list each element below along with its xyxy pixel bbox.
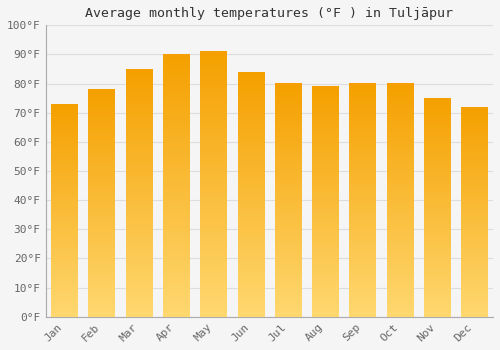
Bar — [238, 72, 264, 317]
Bar — [163, 55, 189, 317]
Bar — [462, 107, 487, 317]
Bar — [387, 84, 413, 317]
Bar — [350, 84, 376, 317]
Bar — [200, 51, 226, 317]
Title: Average monthly temperatures (°F ) in Tuljāpur: Average monthly temperatures (°F ) in Tu… — [86, 7, 454, 20]
Bar — [312, 86, 338, 317]
Bar — [51, 104, 78, 317]
Bar — [275, 84, 301, 317]
Bar — [424, 98, 450, 317]
Bar — [126, 69, 152, 317]
Bar — [88, 89, 115, 317]
